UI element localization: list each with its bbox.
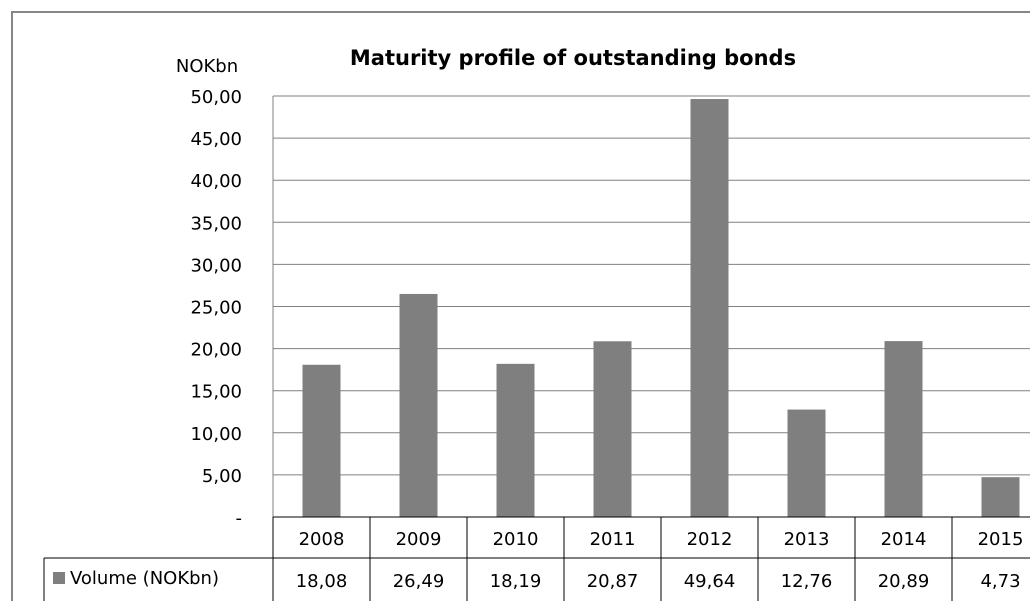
y-tick-label: - — [236, 508, 243, 529]
bar — [787, 409, 826, 517]
bar — [593, 341, 632, 517]
legend-swatch — [53, 572, 65, 584]
x-tick-label: 2014 — [881, 529, 927, 550]
data-table: 2008 2009 2010 2011 2012 2013 2014 2015 Volume (… — [43, 516, 1030, 601]
bars — [302, 99, 1020, 518]
bar — [981, 477, 1020, 517]
bar — [399, 293, 438, 517]
bar — [302, 364, 341, 517]
x-tick-label: 2013 — [784, 529, 830, 550]
x-tick-label: 2008 — [299, 529, 345, 550]
y-axis-label: NOKbn — [176, 56, 238, 77]
data-label: 20,89 — [878, 571, 930, 592]
data-label: 26,49 — [393, 571, 445, 592]
legend-label: Volume (NOKbn) — [70, 568, 219, 589]
y-tick-label: 10,00 — [190, 424, 242, 445]
data-label: 20,87 — [587, 571, 639, 592]
data-label: 18,19 — [490, 571, 542, 592]
x-tick-label: 2009 — [396, 529, 442, 550]
data-label: 18,08 — [296, 571, 348, 592]
y-tick-label: 20,00 — [190, 340, 242, 361]
x-tick-label: 2010 — [493, 529, 539, 550]
data-label: 49,64 — [684, 571, 736, 592]
x-tick-label: 2011 — [590, 529, 636, 550]
y-tick-label: 15,00 — [190, 382, 242, 403]
bar — [496, 363, 535, 517]
y-tick-label: 45,00 — [190, 129, 242, 150]
x-tick-label: 2015 — [978, 529, 1024, 550]
chart-title: Maturity profile of outstanding bonds — [350, 46, 796, 70]
y-tick-label: 5,00 — [202, 466, 242, 487]
bar — [690, 99, 729, 518]
y-axis-ticks: - 5,00 10,00 15,00 20,00 25,00 30,00 35,00 40,00… — [190, 87, 242, 529]
y-tick-label: 40,00 — [190, 171, 242, 192]
y-tick-label: 25,00 — [190, 298, 242, 319]
y-tick-label: 30,00 — [190, 255, 242, 276]
y-tick-label: 35,00 — [190, 213, 242, 234]
data-label: 4,73 — [980, 571, 1020, 592]
data-label: 12,76 — [781, 571, 833, 592]
y-tick-label: 50,00 — [190, 87, 242, 108]
x-tick-label: 2012 — [687, 529, 733, 550]
bar — [884, 341, 923, 517]
